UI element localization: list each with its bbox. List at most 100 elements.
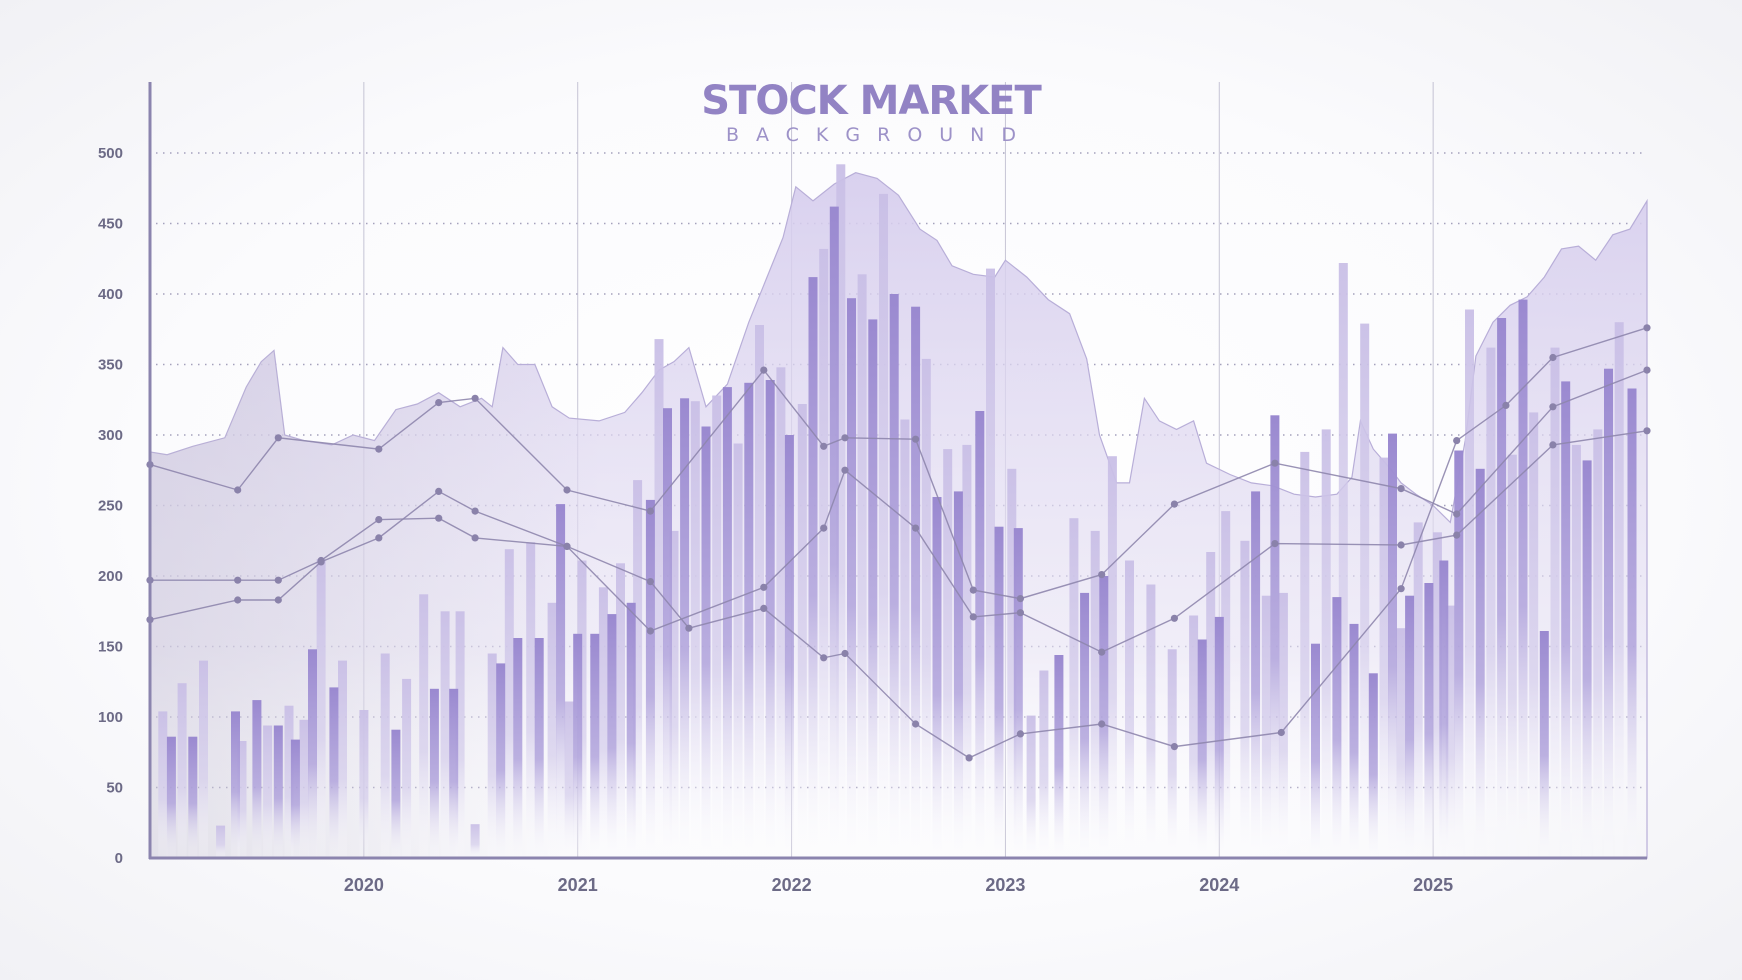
bar-dark-3 (252, 700, 262, 858)
bar-light-59 (1321, 429, 1331, 858)
bar-light-71 (1550, 347, 1560, 858)
bar-dark-60 (1604, 368, 1613, 858)
bar-dark-45 (1311, 643, 1320, 858)
bar-light-4 (237, 741, 247, 858)
line-series-2-point-2 (274, 576, 282, 584)
bar-light-26 (654, 339, 664, 859)
bar-light-17 (487, 653, 497, 858)
bar-light-66 (1445, 605, 1455, 858)
line-series-1-point-7 (646, 507, 655, 515)
bar-light-14 (440, 611, 450, 859)
y-tick-label-0: 0 (115, 850, 123, 867)
bar-dark-0 (166, 736, 176, 858)
bar-dark-30 (868, 319, 878, 858)
bar-dark-52 (1439, 560, 1449, 858)
line-series-2 (150, 430, 1648, 653)
bar-dark-5 (290, 739, 300, 858)
bar-light-38 (900, 419, 910, 858)
bar-dark-31 (889, 294, 899, 858)
line-series-3-point-9 (685, 624, 693, 632)
bar-light-45 (1039, 670, 1049, 858)
bar-light-29 (712, 395, 722, 858)
line-series-1-point-1 (234, 486, 242, 494)
bar-light-24 (616, 563, 625, 858)
y-tick-label-250: 250 (98, 498, 123, 515)
line-series-2-point-15 (1098, 648, 1106, 656)
line-series-2-point-9 (760, 583, 768, 591)
bar-dark-28 (829, 206, 839, 859)
bar-light-40 (943, 449, 953, 858)
bar-light-19 (526, 542, 536, 858)
bar-dark-33 (932, 497, 942, 858)
line-series (146, 324, 1651, 762)
bar-dark-15 (573, 633, 583, 858)
bar-light-70 (1529, 412, 1539, 858)
bar-dark-20 (663, 408, 672, 858)
bar-light-34 (819, 248, 829, 858)
line-series-3 (149, 327, 1648, 759)
bar-dark-37 (1013, 528, 1023, 858)
bar-dark-17 (607, 614, 617, 858)
bar-light-30 (733, 443, 743, 858)
bar-light-7 (299, 719, 309, 858)
bar-light-39 (921, 358, 931, 858)
bar-dark-2 (231, 711, 240, 858)
bar-light-69 (1507, 454, 1517, 858)
bar-light-46 (1069, 518, 1079, 858)
y-tick-label-200: 200 (98, 568, 123, 585)
line-series-3-point-15 (1016, 730, 1024, 738)
bar-dark-18 (626, 602, 636, 858)
bar-light-23 (598, 587, 608, 858)
line-series-1-point-19 (1549, 403, 1557, 411)
bar-dark-54 (1475, 468, 1485, 858)
bar-light-5 (263, 725, 273, 858)
line-series-3-point-19 (1397, 585, 1405, 593)
bar-light-72 (1571, 444, 1581, 858)
bar-light-74 (1614, 322, 1624, 858)
line-series-2-point-19 (1453, 531, 1461, 539)
bar-dark-19 (645, 499, 655, 858)
bar-light-56 (1261, 595, 1271, 858)
bar-light-6 (284, 705, 294, 858)
bar-light-53 (1206, 552, 1216, 858)
bar-light-0 (158, 711, 168, 858)
line-series-1-point-13 (1016, 595, 1024, 603)
bar-light-8 (316, 559, 326, 858)
line-series-3-point-13 (912, 720, 920, 728)
line-series-2-point-18 (1397, 541, 1405, 549)
bar-dark-21 (680, 398, 690, 858)
bar-dark-24 (744, 382, 754, 858)
y-tick-label-450: 450 (98, 216, 123, 233)
bar-dark-46 (1332, 597, 1342, 858)
bar-light-10 (359, 710, 369, 858)
bar-dark-59 (1582, 460, 1592, 858)
bar-dark-41 (1197, 639, 1207, 858)
line-series-1-point-10 (841, 434, 849, 442)
bar-light-31 (755, 325, 764, 858)
bar-light-60 (1338, 263, 1348, 858)
bar-dark-55 (1497, 318, 1507, 858)
bar-dark-7 (329, 687, 339, 858)
bar-dark-35 (975, 411, 985, 858)
bar-dark-49 (1388, 433, 1397, 858)
bar-light-61 (1360, 323, 1370, 859)
line-series-1-point-9 (820, 442, 828, 450)
bar-light-1 (177, 683, 187, 858)
bar-light-58 (1300, 451, 1310, 858)
line-series-3-point-6 (471, 507, 479, 515)
y-tick-label-300: 300 (98, 427, 123, 444)
line-series-2-point-17 (1271, 540, 1279, 548)
dark-bars (166, 206, 1637, 859)
line-series-2-point-8 (646, 627, 655, 635)
bar-light-62 (1379, 457, 1389, 858)
line-series-3-point-7 (563, 542, 571, 551)
line-series-1-point-18 (1453, 510, 1461, 518)
bar-light-55 (1240, 540, 1250, 859)
bar-dark-51 (1424, 583, 1434, 858)
bar-light-64 (1413, 522, 1423, 858)
line-series-3-point-20 (1453, 437, 1461, 445)
bar-light-42 (986, 268, 995, 859)
line-series-3-point-17 (1170, 743, 1178, 751)
line-series-2-point-1 (234, 576, 242, 584)
